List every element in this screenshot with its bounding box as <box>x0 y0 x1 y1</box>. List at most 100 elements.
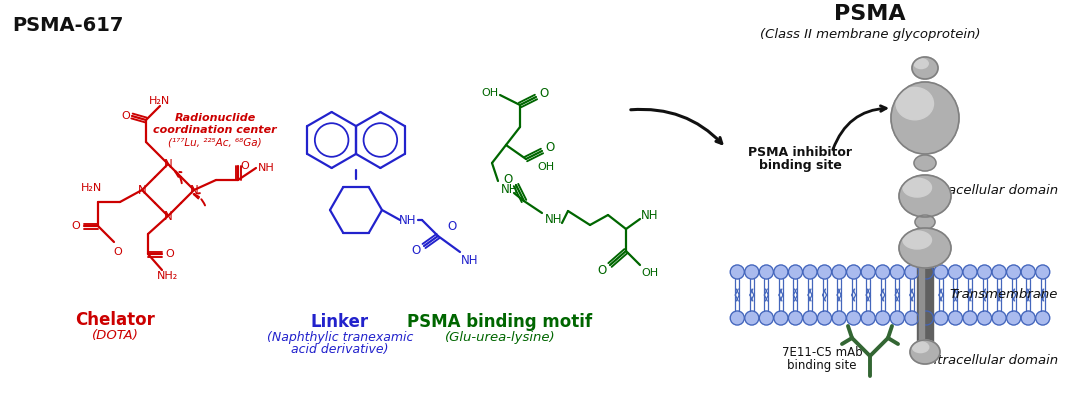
Text: Transmembrane: Transmembrane <box>949 288 1058 301</box>
Text: NH: NH <box>545 212 563 225</box>
Text: N: N <box>190 184 199 197</box>
Text: (Glu-urea-lysine): (Glu-urea-lysine) <box>445 331 555 344</box>
Circle shape <box>1007 265 1021 279</box>
Ellipse shape <box>913 342 929 353</box>
Text: NH: NH <box>501 182 518 195</box>
Ellipse shape <box>903 178 931 197</box>
Circle shape <box>730 311 744 325</box>
Circle shape <box>963 265 977 279</box>
Circle shape <box>730 265 744 279</box>
Text: Chelator: Chelator <box>76 311 154 329</box>
Text: NH: NH <box>461 253 478 266</box>
Circle shape <box>1007 311 1021 325</box>
Text: O: O <box>539 87 549 100</box>
Text: NH: NH <box>258 163 274 173</box>
Ellipse shape <box>903 231 931 249</box>
Circle shape <box>934 265 948 279</box>
Circle shape <box>847 311 861 325</box>
Circle shape <box>1022 265 1036 279</box>
Text: O: O <box>545 141 555 154</box>
Text: binding site: binding site <box>758 158 841 171</box>
Circle shape <box>905 311 919 325</box>
Circle shape <box>905 265 919 279</box>
Circle shape <box>774 265 788 279</box>
Text: coordination center: coordination center <box>153 125 276 135</box>
Circle shape <box>804 311 816 325</box>
Text: Extracellular domain: Extracellular domain <box>921 184 1058 197</box>
Circle shape <box>948 311 962 325</box>
Text: binding site: binding site <box>787 359 856 372</box>
Text: acid derivative): acid derivative) <box>292 344 389 357</box>
Text: N: N <box>137 184 147 197</box>
Circle shape <box>861 311 875 325</box>
Circle shape <box>993 265 1007 279</box>
Text: Intracellular domain: Intracellular domain <box>924 353 1058 366</box>
Bar <box>917 265 933 345</box>
Circle shape <box>832 311 846 325</box>
Circle shape <box>804 265 816 279</box>
Bar <box>919 265 924 345</box>
Text: N: N <box>164 158 173 171</box>
Circle shape <box>788 311 802 325</box>
Text: OH: OH <box>642 268 659 278</box>
Text: OH: OH <box>482 88 499 98</box>
Text: Radionuclide: Radionuclide <box>174 113 256 123</box>
Text: H₂N: H₂N <box>149 96 171 106</box>
Text: N: N <box>164 210 173 223</box>
Circle shape <box>759 265 773 279</box>
Circle shape <box>876 311 890 325</box>
Text: H₂N: H₂N <box>81 183 103 193</box>
Circle shape <box>977 265 991 279</box>
Circle shape <box>890 311 904 325</box>
Circle shape <box>963 311 977 325</box>
Ellipse shape <box>891 82 959 154</box>
Ellipse shape <box>899 228 951 268</box>
Circle shape <box>993 311 1007 325</box>
Text: O: O <box>503 173 513 186</box>
Circle shape <box>847 265 861 279</box>
Text: OH: OH <box>538 162 554 172</box>
Text: O: O <box>241 161 249 171</box>
Text: (Naphthylic tranexamic: (Naphthylic tranexamic <box>267 331 414 344</box>
Circle shape <box>1022 311 1036 325</box>
Text: O: O <box>447 219 457 232</box>
Ellipse shape <box>914 155 936 171</box>
Ellipse shape <box>910 340 940 364</box>
Circle shape <box>934 311 948 325</box>
Circle shape <box>818 311 832 325</box>
Text: PSMA-617: PSMA-617 <box>12 16 123 35</box>
Text: O: O <box>597 264 607 277</box>
Circle shape <box>745 311 759 325</box>
Circle shape <box>745 265 759 279</box>
Text: 7E11-C5 mAb: 7E11-C5 mAb <box>782 346 862 359</box>
Circle shape <box>919 265 933 279</box>
Text: O: O <box>122 111 131 121</box>
Circle shape <box>861 265 875 279</box>
Text: NH₂: NH₂ <box>158 271 178 281</box>
Text: PSMA: PSMA <box>834 4 906 24</box>
Circle shape <box>832 265 846 279</box>
Text: O: O <box>411 243 420 256</box>
Text: Linker: Linker <box>311 313 369 331</box>
Text: (¹⁷⁷Lu, ²²⁵Ac, ⁶⁸Ga): (¹⁷⁷Lu, ²²⁵Ac, ⁶⁸Ga) <box>168 137 261 147</box>
Text: O: O <box>113 247 122 257</box>
Circle shape <box>890 265 904 279</box>
Text: NH: NH <box>400 214 417 227</box>
Circle shape <box>876 265 890 279</box>
Text: NH: NH <box>642 208 659 221</box>
Circle shape <box>759 311 773 325</box>
Circle shape <box>788 265 802 279</box>
Circle shape <box>1036 265 1050 279</box>
Circle shape <box>1036 311 1050 325</box>
Ellipse shape <box>914 59 928 69</box>
Circle shape <box>919 311 933 325</box>
Text: PSMA inhibitor: PSMA inhibitor <box>748 145 852 158</box>
Text: PSMA binding motif: PSMA binding motif <box>407 313 593 331</box>
Ellipse shape <box>899 175 951 217</box>
Text: O: O <box>165 249 174 259</box>
Ellipse shape <box>912 57 939 79</box>
Circle shape <box>977 311 991 325</box>
Text: (Class II membrane glycoprotein): (Class II membrane glycoprotein) <box>759 28 981 41</box>
Ellipse shape <box>896 87 933 120</box>
Text: O: O <box>71 221 80 231</box>
